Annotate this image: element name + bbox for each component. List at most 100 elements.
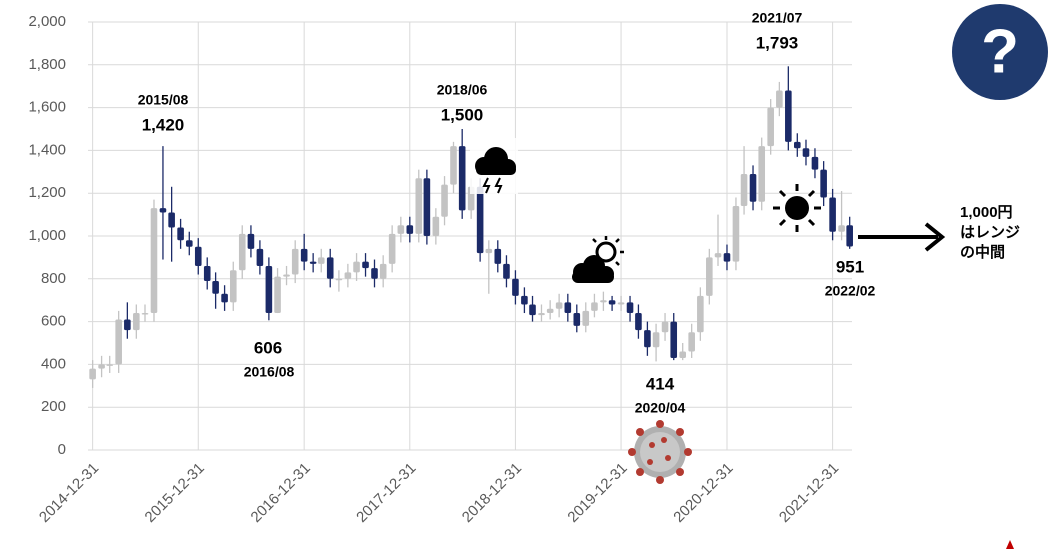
candle-body [829, 197, 836, 231]
candle-body [257, 249, 264, 266]
candle-body [327, 257, 334, 278]
chart: 2015/08 1,420 606 2016/08 2018/06 1,500 … [0, 0, 1062, 549]
candle-body [697, 296, 704, 332]
y-tick-label: 600 [41, 313, 66, 330]
candle-body [724, 253, 731, 262]
side-note: はレンジ [960, 224, 1020, 241]
candle-body [750, 174, 757, 202]
candle-body [407, 225, 414, 234]
candle-body [538, 313, 545, 315]
y-tick-label: 200 [41, 398, 66, 415]
candle-body [345, 272, 352, 278]
y-tick-label: 1,000 [28, 227, 66, 244]
candle-body [670, 322, 677, 358]
y-tick-label: 400 [41, 355, 66, 372]
candle-body [715, 253, 722, 257]
x-tick-label: 2017-12-31 [353, 460, 419, 526]
candle-body [283, 275, 290, 277]
x-tick-label: 2019-12-31 [564, 460, 630, 526]
candle-body [301, 249, 308, 262]
candle-body [618, 302, 625, 304]
y-tick-label: 2,000 [28, 13, 66, 30]
candle-body [142, 313, 149, 315]
candle-body [450, 146, 457, 185]
candle-body [371, 268, 378, 279]
candle-body [573, 313, 580, 326]
partly-cloudy-icon [572, 236, 624, 283]
candle-body [177, 227, 184, 240]
candle-body [600, 300, 607, 302]
candle-body [635, 313, 642, 330]
candle-body [706, 257, 713, 296]
arrow [858, 224, 942, 250]
candle-body [380, 264, 387, 279]
candle-body [741, 174, 748, 206]
candle-body [274, 277, 281, 313]
candle-body [846, 225, 853, 246]
candle-body [785, 90, 792, 141]
candle-body [248, 234, 255, 249]
help-icon-text: ? [981, 17, 1019, 86]
annotation: 2015/08 [138, 92, 189, 108]
candle-body [433, 217, 440, 236]
sun-icon [773, 184, 821, 232]
candle-body [266, 266, 273, 313]
candle-body [398, 225, 405, 234]
candle-body [124, 319, 131, 330]
candle-body [115, 319, 122, 364]
candle-body [556, 302, 563, 308]
candle-body [688, 332, 695, 351]
candle-body [679, 352, 686, 358]
annotation: 606 [254, 338, 282, 357]
x-tick-label: 2021-12-31 [776, 460, 842, 526]
x-tick-label: 2015-12-31 [142, 460, 208, 526]
candle-body [838, 225, 845, 231]
annotation: 1,793 [756, 33, 799, 52]
candle-body [653, 332, 660, 347]
candle-body [318, 257, 325, 263]
candle-body [733, 206, 740, 262]
candle-body [212, 281, 219, 294]
annotation: 951 [836, 257, 864, 276]
y-tick-label: 1,800 [28, 56, 66, 73]
help-icon[interactable]: ? [952, 4, 1048, 100]
candle-body [662, 322, 669, 333]
candle-body [310, 262, 317, 264]
annotation: 1,420 [142, 115, 185, 134]
candle-body [195, 247, 202, 266]
candle-body [547, 309, 554, 313]
candle-body [221, 294, 228, 303]
candle-body [529, 304, 536, 315]
y-tick-label: 1,400 [28, 141, 66, 158]
candle-body [168, 212, 175, 227]
candle-body [820, 170, 827, 198]
candle-body [627, 302, 634, 313]
candle-body [98, 364, 105, 368]
candle-body [362, 262, 369, 268]
candle-body [424, 178, 431, 236]
virus-icon [628, 420, 692, 484]
storm-icon [470, 138, 518, 194]
candle-body [133, 313, 140, 330]
candle-body [353, 262, 360, 273]
candle-body [459, 146, 466, 210]
candle-body [389, 234, 396, 264]
candle-body [644, 330, 651, 347]
annotation: 2022/02 [825, 283, 876, 299]
candle-body [503, 264, 510, 279]
candle-body [794, 142, 801, 148]
candle-body [230, 270, 237, 302]
candle-body [292, 249, 299, 275]
candle-body [151, 208, 158, 313]
candle-body [512, 279, 519, 296]
side-note: の中間 [960, 243, 1005, 261]
candle-body [239, 234, 246, 270]
annotation: 1,500 [441, 105, 484, 124]
candle-body [565, 302, 572, 313]
candle-body [477, 187, 484, 253]
x-tick-label: 2014-12-31 [36, 460, 102, 526]
annotation: 2020/04 [635, 400, 686, 416]
candle-body [415, 178, 422, 234]
y-tick-label: 1,200 [28, 184, 66, 201]
x-tick-label: 2018-12-31 [459, 460, 525, 526]
